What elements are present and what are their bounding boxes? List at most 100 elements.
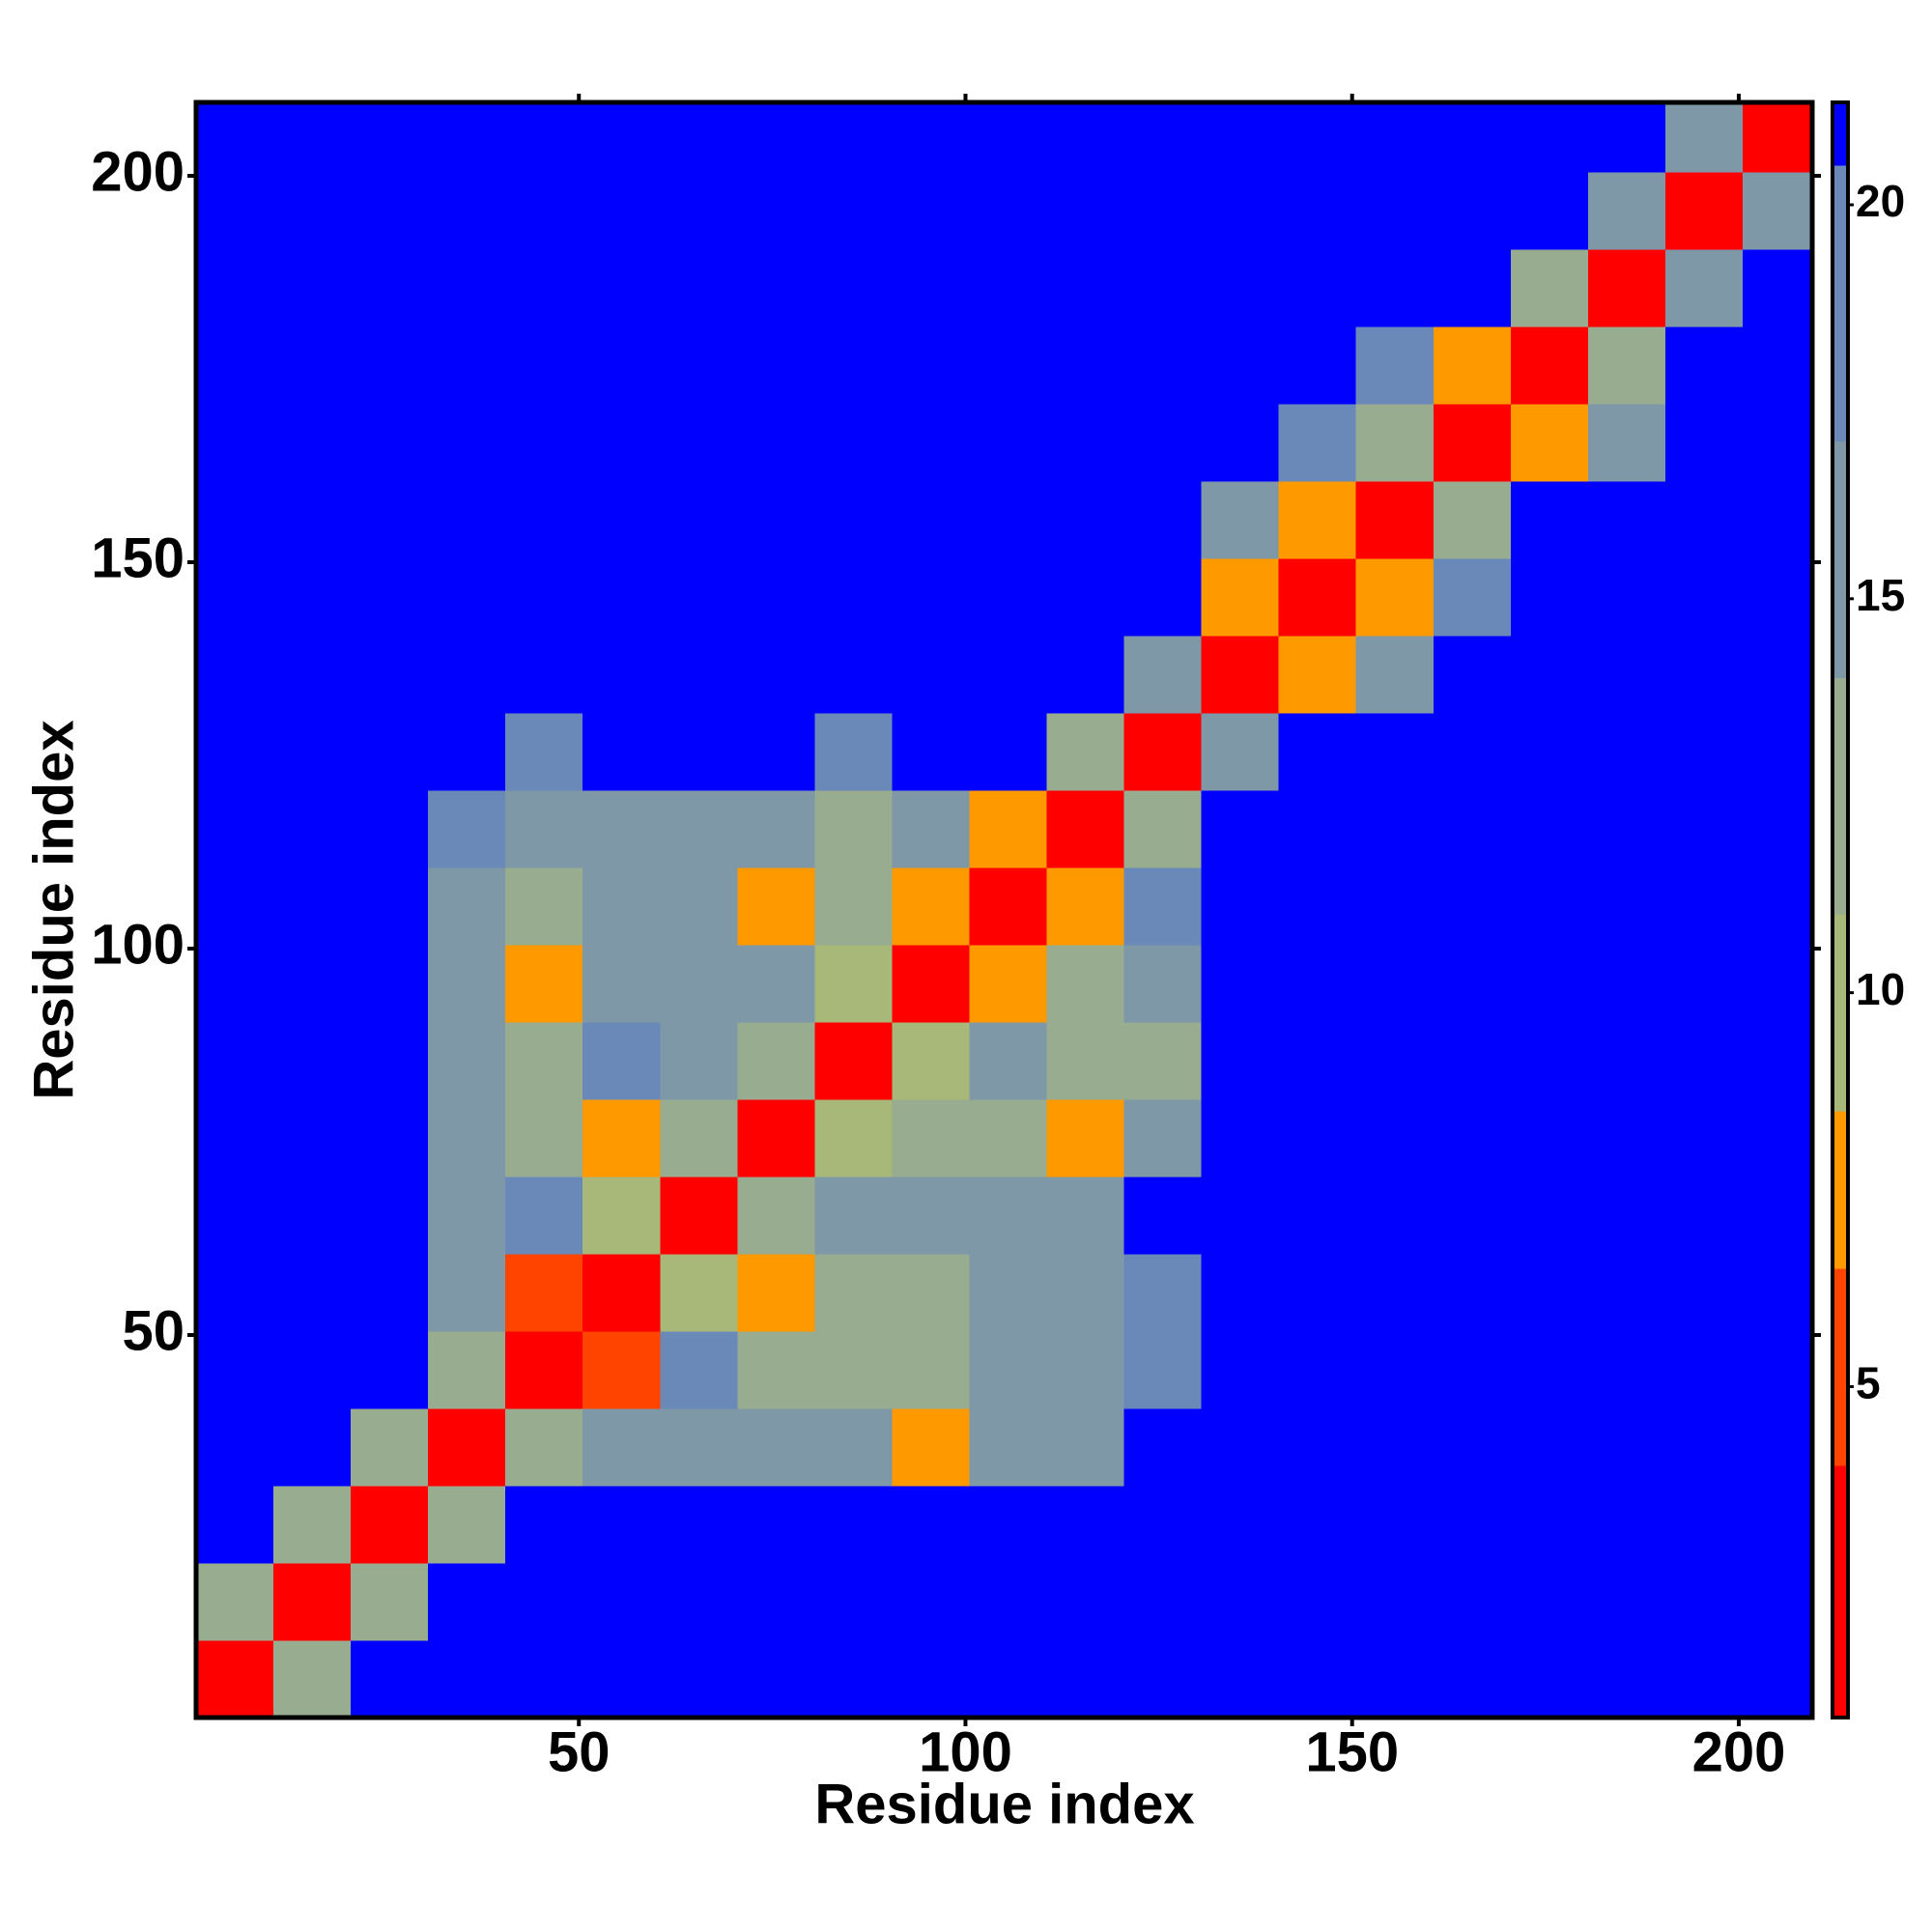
heatmap-cell: [1278, 1408, 1357, 1487]
heatmap-cell: [1587, 1331, 1666, 1409]
heatmap-cell: [351, 1486, 429, 1564]
heatmap-cell: [1510, 867, 1589, 946]
heatmap-cell: [969, 1099, 1048, 1178]
heatmap-cell: [351, 1408, 429, 1487]
heatmap-cell: [351, 867, 429, 946]
heatmap-cell: [196, 249, 274, 327]
heatmap-cell: [1201, 790, 1280, 868]
heatmap-cell: [969, 945, 1048, 1023]
heatmap-cell: [1123, 790, 1203, 868]
heatmap-cell: [1123, 102, 1203, 173]
heatmap-cell: [582, 249, 661, 327]
heatmap-cell: [660, 713, 738, 791]
heatmap-cell: [1664, 1640, 1744, 1719]
y-tick-label: 100: [91, 913, 185, 976]
heatmap-cell: [969, 636, 1048, 714]
heatmap-cell: [428, 1331, 506, 1409]
heatmap-cell: [1123, 636, 1203, 714]
heatmap-cell: [660, 1254, 738, 1332]
heatmap-cell: [892, 867, 970, 946]
heatmap-cell: [428, 1408, 506, 1487]
heatmap-cell: [1587, 558, 1666, 637]
heatmap-cell: [505, 172, 583, 250]
heatmap-cell: [1355, 249, 1435, 327]
heatmap-cell: [1201, 1022, 1280, 1100]
heatmap-cell: [1046, 636, 1125, 714]
heatmap-cell: [1742, 636, 1813, 714]
heatmap-cell: [428, 867, 506, 946]
heatmap-cell: [1433, 1640, 1512, 1719]
heatmap-cell: [1201, 1177, 1280, 1255]
x-tick-label: 200: [1692, 1720, 1786, 1783]
heatmap-cell: [737, 1563, 815, 1641]
heatmap-cell: [1664, 1408, 1744, 1487]
heatmap-cell: [1355, 172, 1435, 250]
heatmap-cell: [196, 1331, 274, 1409]
heatmap-cell: [428, 1563, 506, 1641]
heatmap-cell: [1201, 1563, 1280, 1641]
heatmap-cell: [1433, 945, 1512, 1023]
heatmap-cell: [814, 1022, 893, 1100]
heatmap-cell: [196, 1254, 274, 1332]
heatmap-cell: [196, 867, 274, 946]
heatmap-cell: [1433, 1177, 1512, 1255]
heatmap-cell: [660, 867, 738, 946]
heatmap-cell: [737, 558, 815, 637]
heatmap-cell: [1046, 1408, 1125, 1487]
heatmap-cell: [737, 1177, 815, 1255]
heatmap-cell: [351, 481, 429, 559]
heatmap-cell: [737, 327, 815, 405]
heatmap-cell: [428, 1177, 506, 1255]
heatmap-cell: [892, 1254, 970, 1332]
heatmap-cell: [1742, 1563, 1813, 1641]
heatmap-cell: [428, 1099, 506, 1178]
heatmap-cell: [1201, 867, 1280, 946]
heatmap-cell: [196, 1099, 274, 1178]
heatmap-cell: [814, 1331, 893, 1409]
heatmap-cell: [1123, 249, 1203, 327]
heatmap-cell: [1355, 636, 1435, 714]
heatmap-cell: [582, 172, 661, 250]
heatmap-cell: [1587, 102, 1666, 173]
heatmap-cell: [1123, 1331, 1203, 1409]
heatmap-cell: [196, 404, 274, 482]
heatmap-cell: [1510, 1486, 1589, 1564]
heatmap-cell: [582, 713, 661, 791]
heatmap-cell: [1201, 172, 1280, 250]
heatmap-cell: [737, 1640, 815, 1719]
heatmap-cell: [196, 1486, 274, 1564]
heatmap-cell: [1664, 1099, 1744, 1178]
heatmap-cell: [1433, 481, 1512, 559]
heatmap-cell: [1046, 1563, 1125, 1641]
heatmap-cell: [660, 1022, 738, 1100]
heatmap-cell: [1278, 1099, 1357, 1178]
heatmap-cell: [892, 404, 970, 482]
heatmap-cell: [1355, 945, 1435, 1023]
heatmap-cell: [1510, 1563, 1589, 1641]
heatmap-cell: [1742, 172, 1813, 250]
heatmap-cell: [814, 1099, 893, 1178]
heatmap-cell: [969, 1563, 1048, 1641]
heatmap-cell: [582, 558, 661, 637]
heatmap-cell: [660, 404, 738, 482]
heatmap-cell: [1046, 1177, 1125, 1255]
heatmap-cell: [428, 102, 506, 173]
heatmap-cell: [1742, 249, 1813, 327]
colorbar-segment: [1833, 1110, 1848, 1269]
heatmap-cell: [273, 558, 352, 637]
heatmap-cell: [737, 867, 815, 946]
heatmap-cell: [505, 1022, 583, 1100]
heatmap-cell: [1046, 102, 1125, 173]
heatmap-cell: [1123, 1640, 1203, 1719]
heatmap-cell: [1742, 558, 1813, 637]
heatmap-cell: [814, 1408, 893, 1487]
heatmap-cell: [1278, 172, 1357, 250]
heatmap-cell: [1587, 249, 1666, 327]
heatmap-cell: [1510, 945, 1589, 1023]
heatmap-cell: [196, 1563, 274, 1641]
heatmap-cell: [1664, 1331, 1744, 1409]
heatmap-cell: [892, 1022, 970, 1100]
heatmap-cell: [1742, 1640, 1813, 1719]
heatmap-cell: [505, 1099, 583, 1178]
heatmap-cell: [1510, 1254, 1589, 1332]
